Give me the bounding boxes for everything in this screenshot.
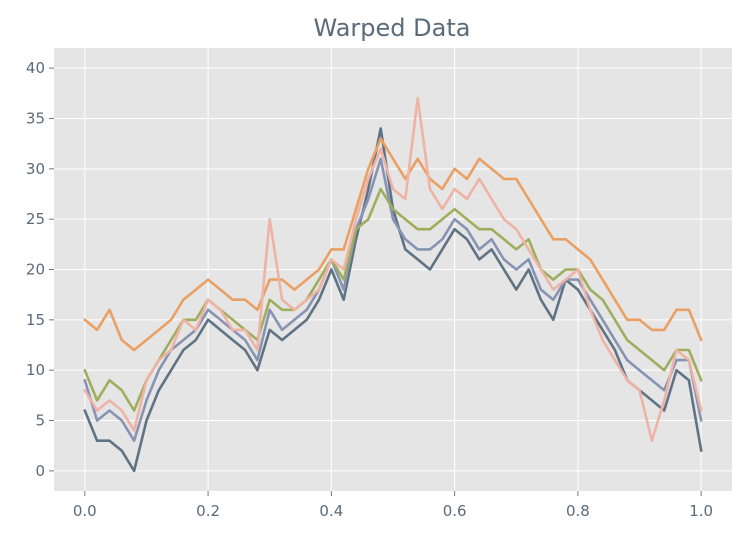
y-tick-label: 20 — [26, 261, 45, 279]
y-tick-label: 30 — [26, 160, 45, 178]
grid — [54, 48, 732, 491]
series-group — [83, 97, 703, 473]
y-tick-label: 0 — [35, 462, 45, 480]
y-tick-label: 35 — [26, 109, 45, 127]
x-tick-label: 0.4 — [319, 502, 343, 520]
y-tick-label: 40 — [26, 59, 45, 77]
x-tick-label: 0.6 — [443, 502, 467, 520]
series-line-5 — [83, 97, 703, 443]
x-axis: 0.0 0.2 0.4 0.6 0.8 1.0 — [73, 491, 713, 520]
series-line-3 — [83, 187, 703, 412]
chart-title: Warped Data — [314, 14, 471, 42]
y-tick-label: 25 — [26, 210, 45, 228]
x-tick-label: 0.2 — [196, 502, 220, 520]
x-tick-label: 0.8 — [566, 502, 590, 520]
y-axis: 0 5 10 15 20 25 30 35 40 — [26, 59, 54, 480]
y-tick-label: 15 — [26, 311, 45, 329]
y-tick-label: 5 — [35, 412, 45, 430]
x-tick-label: 1.0 — [689, 502, 713, 520]
series-line-2 — [83, 157, 703, 443]
series-line-4 — [83, 137, 703, 352]
y-tick-label: 10 — [26, 361, 45, 379]
x-tick-label: 0.0 — [73, 502, 97, 520]
